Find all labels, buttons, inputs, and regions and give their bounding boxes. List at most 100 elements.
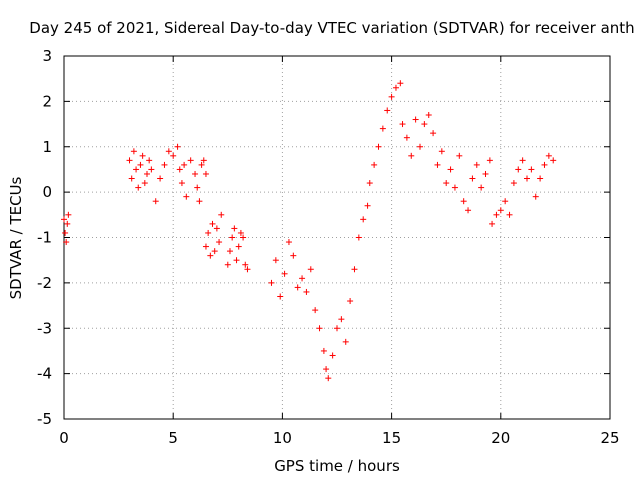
y-tick-label: 2 [42, 92, 52, 110]
chart-title: Day 245 of 2021, Sidereal Day-to-day VTE… [29, 19, 634, 37]
data-point [161, 161, 168, 168]
data-point [412, 116, 419, 123]
data-point [473, 161, 480, 168]
data-point [478, 184, 485, 191]
x-axis-label: GPS time / hours [274, 457, 400, 475]
data-point [192, 170, 199, 177]
data-point [303, 288, 310, 295]
data-point [355, 234, 362, 241]
data-point [438, 148, 445, 155]
data-point [397, 80, 404, 87]
data-point [528, 166, 535, 173]
data-point [299, 275, 306, 282]
x-tick-label: 10 [273, 429, 292, 447]
data-point [532, 193, 539, 200]
data-point [183, 193, 190, 200]
data-point [196, 198, 203, 205]
data-point [237, 229, 244, 236]
data-point [443, 180, 450, 187]
data-point [148, 166, 155, 173]
data-point [375, 143, 382, 150]
data-point [224, 261, 231, 268]
data-point [176, 166, 183, 173]
data-point [285, 239, 292, 246]
data-point [216, 239, 223, 246]
x-tick-label: 25 [600, 429, 619, 447]
data-point [360, 216, 367, 223]
data-point [64, 220, 71, 227]
data-point [294, 284, 301, 291]
data-point [388, 93, 395, 100]
data-point [425, 111, 432, 118]
data-point [323, 366, 330, 373]
y-tick-label: -2 [37, 274, 52, 292]
data-point [421, 121, 428, 128]
data-point [135, 184, 142, 191]
data-point [218, 211, 225, 218]
data-point [139, 152, 146, 159]
data-point [231, 225, 238, 232]
data-point [493, 211, 500, 218]
data-point [181, 161, 188, 168]
data-point [126, 157, 133, 164]
data-point [242, 261, 249, 268]
data-point [456, 152, 463, 159]
data-point [137, 161, 144, 168]
data-point [519, 157, 526, 164]
data-point [399, 121, 406, 128]
data-point [272, 257, 279, 264]
data-point [364, 202, 371, 209]
data-point [366, 180, 373, 187]
data-point [240, 234, 247, 241]
data-point [316, 325, 323, 332]
data-point [342, 338, 349, 345]
data-point [497, 207, 504, 214]
data-point [430, 130, 437, 137]
data-point [174, 143, 181, 150]
data-point [170, 152, 177, 159]
data-point [515, 166, 522, 173]
data-point [408, 152, 415, 159]
data-point [128, 175, 135, 182]
data-point [130, 148, 137, 155]
data-point [351, 266, 358, 273]
data-point [290, 252, 297, 259]
x-tick-label: 5 [168, 429, 178, 447]
data-point [187, 157, 194, 164]
data-point [334, 325, 340, 332]
data-point [384, 107, 391, 114]
data-point [416, 143, 423, 150]
data-point [200, 157, 207, 164]
y-tick-label: 1 [42, 138, 52, 156]
data-point [226, 248, 233, 255]
data-point [202, 170, 209, 177]
data-point [157, 175, 164, 182]
axis-ticks [63, 55, 611, 420]
x-tick-labels: 0 5 10 15 20 25 [59, 429, 619, 447]
data-point [347, 298, 354, 305]
data-point [202, 243, 209, 250]
data-point [447, 166, 454, 173]
data-point [143, 170, 150, 177]
data-point [229, 234, 236, 241]
data-point [545, 152, 552, 159]
data-points [61, 80, 557, 382]
data-point [460, 198, 467, 205]
data-point [235, 243, 242, 250]
x-tick-label: 20 [491, 429, 510, 447]
y-tick-label: -5 [37, 410, 52, 428]
data-point [469, 175, 476, 182]
data-point [277, 293, 284, 300]
y-tick-label: 3 [42, 47, 52, 65]
data-point [482, 170, 489, 177]
data-point [146, 157, 153, 164]
data-point [379, 125, 386, 132]
y-tick-label: 0 [42, 183, 52, 201]
data-point [403, 134, 410, 141]
data-point [506, 211, 513, 218]
data-point [281, 270, 288, 277]
data-point [320, 347, 327, 354]
y-tick-label: -4 [37, 365, 52, 383]
data-point [244, 266, 251, 273]
